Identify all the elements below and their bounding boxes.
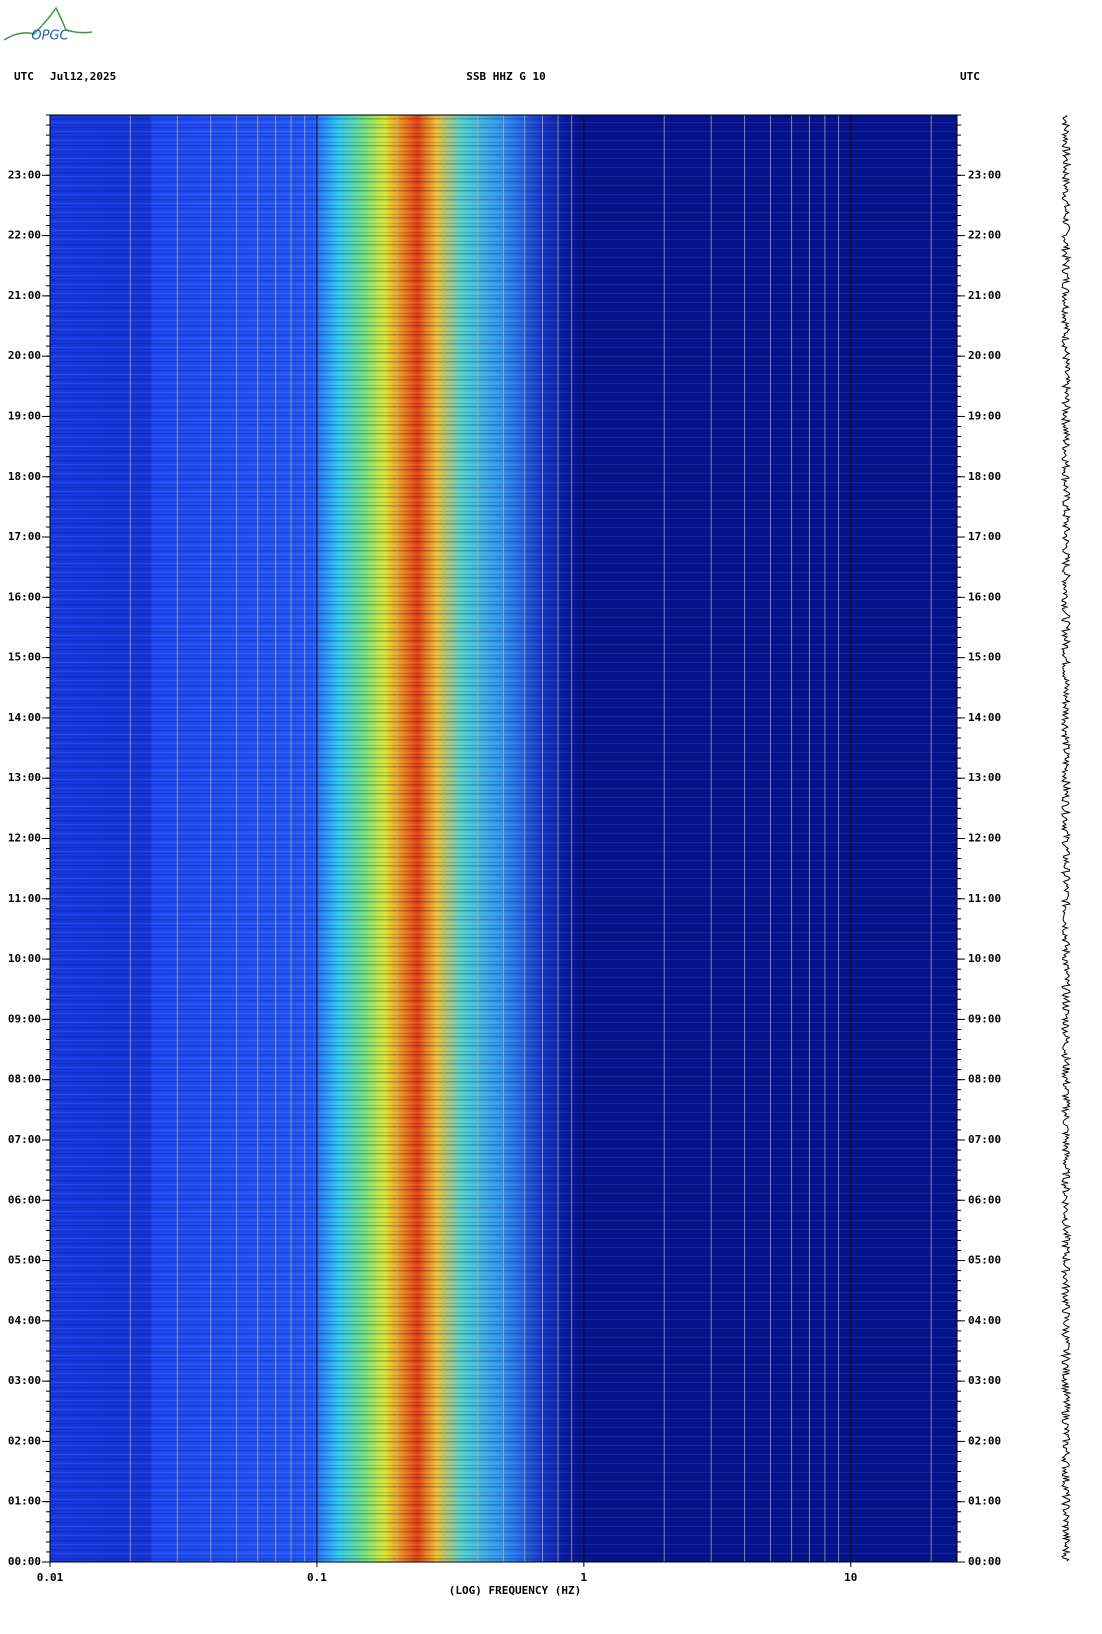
- y-tick-label: 02:00: [8, 1434, 41, 1447]
- y-tick-label: 11:00: [8, 892, 41, 905]
- y-tick-label: 06:00: [8, 1193, 41, 1206]
- y-tick-label: 20:00: [8, 349, 41, 362]
- y-tick-label-right: 09:00: [968, 1012, 1001, 1025]
- y-tick-label-right: 15:00: [968, 651, 1001, 664]
- x-tick-label: 0.1: [307, 1571, 327, 1584]
- y-tick-label: 09:00: [8, 1012, 41, 1025]
- y-tick-label: 01:00: [8, 1495, 41, 1508]
- chart-title: SSB HHZ G 10: [466, 70, 545, 83]
- y-tick-label: 22:00: [8, 229, 41, 242]
- y-tick-label-right: 17:00: [968, 530, 1001, 543]
- y-tick-label: 17:00: [8, 530, 41, 543]
- y-tick-label: 13:00: [8, 771, 41, 784]
- y-tick-label-right: 18:00: [968, 470, 1001, 483]
- y-tick-label-right: 14:00: [968, 711, 1001, 724]
- y-tick-label-right: 10:00: [968, 952, 1001, 965]
- y-tick-label-right: 12:00: [968, 832, 1001, 845]
- x-axis-label: (LOG) FREQUENCY (HZ): [449, 1584, 581, 1597]
- y-tick-label: 23:00: [8, 168, 41, 181]
- y-tick-label-right: 22:00: [968, 229, 1001, 242]
- y-tick-label: 19:00: [8, 409, 41, 422]
- time-zone: UTC: [14, 70, 34, 83]
- y-tick-label-right: 02:00: [968, 1434, 1001, 1447]
- y-tick-label-right: 21:00: [968, 289, 1001, 302]
- y-tick-label: 16:00: [8, 590, 41, 603]
- y-tick-label: 03:00: [8, 1374, 41, 1387]
- y-tick-label: 18:00: [8, 470, 41, 483]
- y-tick-label: 14:00: [8, 711, 41, 724]
- y-tick-label: 08:00: [8, 1073, 41, 1086]
- y-tick-label: 21:00: [8, 289, 41, 302]
- y-tick-label-right: 07:00: [968, 1133, 1001, 1146]
- x-tick-label: 10: [844, 1571, 857, 1584]
- y-tick-label-right: 20:00: [968, 349, 1001, 362]
- plot-frame: [49, 114, 958, 1563]
- y-tick-label-right: 19:00: [968, 409, 1001, 422]
- y-tick-label-right: 06:00: [968, 1193, 1001, 1206]
- y-tick-label: 12:00: [8, 832, 41, 845]
- y-tick-label-right: 13:00: [968, 771, 1001, 784]
- y-tick-label: 00:00: [8, 1555, 41, 1568]
- y-tick-label-right: 03:00: [968, 1374, 1001, 1387]
- y-tick-label-right: 04:00: [968, 1314, 1001, 1327]
- y-tick-label: 05:00: [8, 1254, 41, 1267]
- time-zone-right: UTC: [960, 70, 980, 83]
- logo: OPGC: [31, 29, 69, 44]
- y-tick-label-right: 01:00: [968, 1495, 1001, 1508]
- y-tick-label-right: 23:00: [968, 168, 1001, 181]
- y-tick-label: 15:00: [8, 651, 41, 664]
- date: Jul12,2025: [50, 70, 116, 83]
- y-tick-label-right: 05:00: [968, 1254, 1001, 1267]
- y-tick-label-right: 11:00: [968, 892, 1001, 905]
- x-tick-label: 0.01: [37, 1571, 64, 1584]
- y-tick-label-right: 08:00: [968, 1073, 1001, 1086]
- y-tick-label: 07:00: [8, 1133, 41, 1146]
- logo-mark: [3, 6, 93, 41]
- y-tick-label-right: 00:00: [968, 1555, 1001, 1568]
- y-tick-label: 04:00: [8, 1314, 41, 1327]
- seismogram-trace: [1060, 114, 1072, 1562]
- y-tick-label-right: 16:00: [968, 590, 1001, 603]
- y-tick-label: 10:00: [8, 952, 41, 965]
- x-tick-label: 1: [581, 1571, 588, 1584]
